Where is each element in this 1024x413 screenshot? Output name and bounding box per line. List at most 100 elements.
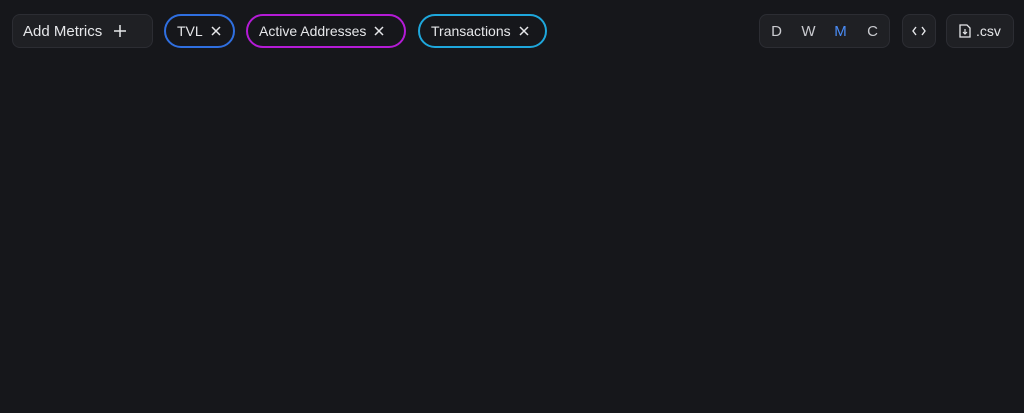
bar bbox=[284, 320, 289, 381]
metric-chip-label: Active Addresses bbox=[259, 23, 367, 39]
bar bbox=[158, 357, 163, 381]
bar bbox=[402, 333, 407, 381]
bar bbox=[256, 288, 261, 381]
remove-icon[interactable] bbox=[519, 26, 529, 36]
bar bbox=[200, 320, 205, 381]
bar bbox=[640, 318, 645, 381]
y-tick-label: 120m bbox=[924, 115, 957, 130]
bar bbox=[178, 340, 183, 381]
bar bbox=[374, 337, 379, 381]
watermark-logo bbox=[466, 214, 500, 258]
tvl-line bbox=[65, 115, 907, 381]
y-tick-label: $3b bbox=[30, 331, 52, 346]
bar bbox=[480, 311, 485, 381]
bar bbox=[732, 322, 737, 381]
bar bbox=[536, 348, 541, 381]
remove-icon[interactable] bbox=[211, 26, 221, 36]
bar bbox=[668, 330, 673, 381]
bar bbox=[458, 340, 463, 381]
bar bbox=[550, 340, 555, 381]
bar bbox=[248, 211, 253, 381]
bar bbox=[486, 333, 491, 381]
bar bbox=[648, 307, 653, 381]
interval-button[interactable]: W bbox=[801, 22, 816, 40]
metric-chip[interactable]: Transactions bbox=[418, 14, 547, 48]
bar bbox=[718, 322, 723, 381]
y-tick-label: $6b bbox=[30, 288, 52, 303]
bar bbox=[360, 330, 365, 381]
bar bbox=[788, 309, 793, 381]
bar bbox=[424, 311, 429, 381]
remove-icon[interactable] bbox=[374, 26, 384, 36]
bar bbox=[508, 344, 513, 381]
metric-chip[interactable]: Active Addresses bbox=[246, 14, 406, 48]
bar bbox=[836, 248, 841, 381]
bar bbox=[634, 288, 639, 381]
bar bbox=[780, 320, 785, 381]
x-tick-label: 2023 bbox=[430, 391, 459, 406]
bar bbox=[612, 345, 617, 381]
y-tick-label: 20m bbox=[924, 331, 949, 346]
bar bbox=[220, 301, 225, 381]
interval-button[interactable]: C bbox=[867, 22, 878, 40]
metric-chip[interactable]: TVL bbox=[164, 14, 235, 48]
bar bbox=[186, 342, 191, 381]
bar bbox=[388, 336, 393, 381]
bar bbox=[578, 320, 583, 381]
interval-button[interactable]: D bbox=[771, 22, 782, 40]
y-tick-label: 100m bbox=[972, 331, 1005, 346]
bar bbox=[340, 327, 345, 381]
bar bbox=[822, 321, 827, 381]
interval-button[interactable]: M bbox=[834, 22, 847, 40]
bar bbox=[760, 311, 765, 381]
bar bbox=[164, 340, 169, 381]
bar bbox=[452, 309, 457, 381]
bar bbox=[444, 343, 449, 381]
bar bbox=[892, 192, 897, 381]
bar bbox=[172, 342, 177, 381]
bar bbox=[466, 296, 471, 381]
bar bbox=[262, 264, 267, 381]
bar bbox=[620, 376, 625, 381]
bar bbox=[416, 318, 421, 381]
bar bbox=[816, 309, 821, 381]
bar bbox=[298, 314, 303, 381]
y-tick-label: 300m bbox=[972, 245, 1005, 260]
bar bbox=[494, 294, 499, 381]
tvl-area bbox=[66, 116, 906, 381]
y-tick-label: 100m bbox=[924, 158, 957, 173]
bar bbox=[438, 324, 443, 381]
bar bbox=[584, 337, 589, 381]
bar bbox=[564, 340, 569, 381]
watermark: DefiLlama bbox=[466, 214, 598, 258]
y-tick-label: 700m bbox=[972, 72, 1005, 87]
csv-button[interactable]: .csv bbox=[946, 14, 1014, 48]
y-tick-label: 200m bbox=[972, 288, 1005, 303]
bar bbox=[906, 362, 911, 381]
bar bbox=[276, 298, 281, 381]
bar bbox=[774, 301, 779, 381]
bar bbox=[326, 314, 331, 381]
y-tick-label: 400m bbox=[972, 201, 1005, 216]
bar bbox=[746, 322, 751, 381]
y-tick-label: $15b bbox=[23, 158, 52, 173]
x-tick-label: 2022 bbox=[262, 391, 291, 406]
bar bbox=[878, 217, 883, 381]
bar bbox=[368, 329, 373, 381]
bar bbox=[318, 314, 323, 381]
bar bbox=[382, 327, 387, 381]
embed-button[interactable] bbox=[902, 14, 936, 48]
bar bbox=[206, 277, 211, 381]
plus-icon bbox=[114, 25, 127, 37]
bar bbox=[864, 204, 869, 381]
bar bbox=[234, 277, 239, 381]
add-metrics-label: Add Metrics bbox=[23, 22, 103, 40]
embed-icon bbox=[912, 26, 926, 36]
bar bbox=[472, 329, 477, 381]
bar bbox=[850, 188, 855, 381]
bar bbox=[592, 299, 597, 381]
bar bbox=[844, 251, 849, 381]
add-metrics-button[interactable]: Add Metrics bbox=[12, 14, 153, 48]
